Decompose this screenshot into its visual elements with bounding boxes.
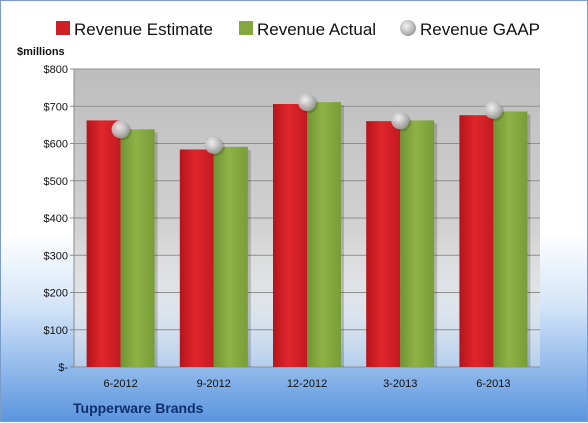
company-name: Tupperware Brands — [73, 400, 204, 416]
marker-revenue-gaap — [111, 120, 130, 139]
y-tick-label: $300 — [44, 250, 68, 262]
x-tick-label: 9-2012 — [197, 378, 231, 390]
x-tick-label: 3-2013 — [383, 378, 417, 390]
y-tick-label: $100 — [44, 325, 68, 337]
marker-revenue-gaap — [298, 93, 316, 112]
y-tick-label: $800 — [44, 64, 68, 76]
legend-label-revenue-gaap: Revenue GAAP — [420, 20, 540, 39]
legend-label-revenue-estimate: Revenue Estimate — [74, 20, 213, 39]
marker-revenue-gaap — [391, 111, 410, 130]
bar-revenue-estimate — [366, 121, 401, 368]
bars — [86, 102, 531, 368]
legend-label-revenue-actual: Revenue Actual — [257, 20, 376, 39]
y-tick-label: $700 — [44, 101, 68, 113]
y-unit-label: $millions — [17, 46, 65, 58]
bar-revenue-estimate — [273, 104, 307, 367]
y-tick-label: $200 — [44, 288, 68, 300]
bar-revenue-estimate — [179, 149, 214, 367]
marker-revenue-gaap — [204, 135, 223, 154]
legend-swatch-revenue-estimate — [56, 21, 70, 35]
bar-revenue-actual — [213, 146, 248, 367]
x-axis-ticks: 6-2012 9-2012 12-2012 3-2013 6-2013 — [103, 378, 510, 390]
y-tick-label: $- — [58, 362, 68, 374]
x-tick-label: 12-2012 — [287, 378, 327, 390]
legend-marker-revenue-gaap — [400, 20, 416, 36]
gaap-markers — [111, 93, 505, 156]
legend: Revenue Estimate Revenue Actual Revenue … — [56, 20, 540, 39]
legend-swatch-revenue-actual — [239, 21, 253, 35]
x-tick-label: 6-2013 — [476, 378, 510, 390]
marker-revenue-gaap — [484, 100, 503, 119]
y-tick-label: $600 — [44, 139, 68, 151]
bar-revenue-estimate — [86, 120, 121, 367]
y-tick-label: $500 — [44, 176, 68, 188]
bar-revenue-actual — [307, 102, 341, 367]
bar-revenue-actual — [120, 129, 155, 367]
bar-revenue-actual — [400, 120, 435, 367]
bar-revenue-actual — [493, 111, 528, 367]
bar-revenue-estimate — [459, 115, 494, 367]
x-tick-label: 6-2012 — [103, 378, 137, 390]
y-tick-label: $400 — [44, 213, 68, 225]
y-axis-ticks: $- $100 $200 $300 $400 $500 $600 $700 $800 — [44, 64, 74, 374]
